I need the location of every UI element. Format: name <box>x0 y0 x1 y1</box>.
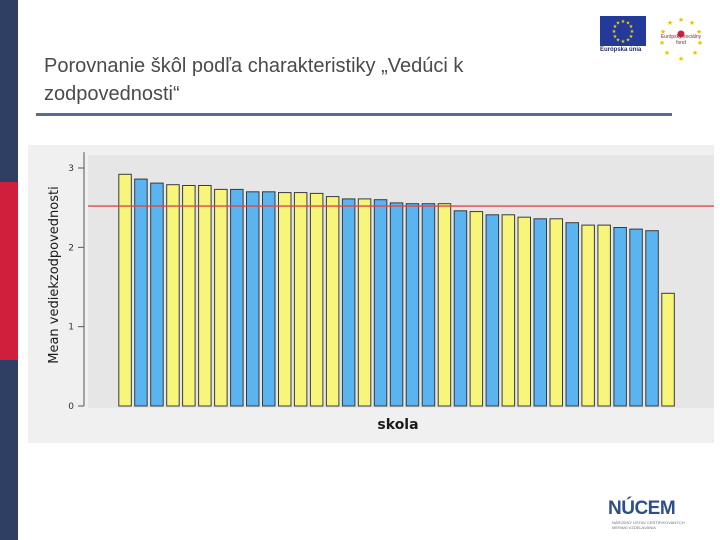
svg-text:★: ★ <box>696 28 702 36</box>
svg-text:★: ★ <box>678 55 684 63</box>
bar-31 <box>597 224 611 407</box>
chart-svg: 0 1 2 3 Mean vediekzodpovednosti skola <box>28 145 714 443</box>
bar-28 <box>549 218 563 407</box>
bar-6 <box>198 185 212 407</box>
bar-chart: 0 1 2 3 Mean vediekzodpovednosti skola <box>28 145 714 443</box>
bar-20 <box>421 203 436 407</box>
bar-13 <box>309 192 324 407</box>
bar-23 <box>469 211 484 407</box>
bar-22 <box>453 210 468 407</box>
y-axis: 0 1 2 3 <box>68 152 85 412</box>
svg-text:★: ★ <box>613 34 618 40</box>
bar-4 <box>166 184 180 407</box>
svg-text:★: ★ <box>689 19 695 27</box>
sidebar-stripe <box>0 0 18 540</box>
bar-18 <box>389 202 404 407</box>
esf-star-ring-icon: ★ ★★ ★★★ ★★★ ★ <box>659 16 703 63</box>
bar-35 <box>661 292 675 407</box>
svg-text:★: ★ <box>626 21 631 27</box>
esf-caption: Európsky sociálny fond <box>660 34 702 46</box>
y-tick-label-2: 2 <box>68 243 74 253</box>
bar-29 <box>565 222 579 407</box>
bar-5 <box>182 185 196 407</box>
eu-flag-icon: ★ ★ ★ ★ ★ ★ ★ ★ ★ ★ ★ ★ <box>600 16 646 46</box>
sidebar-navy-segment-bottom <box>0 360 18 540</box>
bar-1 <box>118 173 132 407</box>
svg-text:★: ★ <box>626 38 631 44</box>
svg-text:★: ★ <box>629 24 634 30</box>
svg-text:★: ★ <box>621 39 626 45</box>
y-axis-label: Mean vediekzodpovednosti <box>47 186 62 364</box>
bars-group <box>118 173 675 407</box>
bar-21 <box>437 203 452 407</box>
bar-12 <box>293 192 308 407</box>
svg-text:★: ★ <box>664 49 670 57</box>
bar-9 <box>246 191 260 407</box>
svg-text:★: ★ <box>678 16 684 24</box>
bar-15 <box>341 198 356 407</box>
svg-text:★: ★ <box>613 24 618 30</box>
eu-logo: ★ ★ ★ ★ ★ ★ ★ ★ ★ ★ ★ ★ Európska únia <box>600 16 646 60</box>
svg-text:★: ★ <box>616 38 621 44</box>
svg-text:★: ★ <box>660 28 666 36</box>
bar-17 <box>373 199 388 407</box>
bar-14 <box>325 196 340 407</box>
nucem-name: NÚCEM <box>608 498 676 519</box>
bar-8 <box>230 188 244 407</box>
nucem-subtitle: NÁRODNÝ ÚSTAV CERTIFIKOVANÝCH MERANÍ VZD… <box>612 520 685 530</box>
bar-26 <box>517 216 531 407</box>
bar-32 <box>613 227 627 407</box>
bar-7 <box>214 188 228 407</box>
bar-11 <box>278 192 292 407</box>
bar-10 <box>262 191 276 407</box>
bar-30 <box>581 224 595 407</box>
bar-24 <box>485 214 500 407</box>
sidebar-red-segment <box>0 182 18 360</box>
nucem-logo: NÚCEM NÁRODNÝ ÚSTAV CERTIFIKOVANÝCH MERA… <box>608 498 698 534</box>
eu-caption: Európska únia <box>600 47 642 53</box>
bar-2 <box>134 178 148 407</box>
bar-3 <box>150 182 164 407</box>
bar-19 <box>405 203 420 407</box>
eu-stars-icon: ★ ★★ ★★★ ★★★ ★★★ <box>612 19 635 45</box>
svg-text:★: ★ <box>612 29 617 35</box>
title-divider <box>36 113 672 116</box>
svg-text:★: ★ <box>659 39 665 47</box>
slide-title: Porovnanie škôl podľa charakteristiky „V… <box>44 55 464 105</box>
y-tick-label-0: 0 <box>68 402 74 412</box>
svg-text:★: ★ <box>630 29 635 35</box>
esf-logo: ★ ★ ★ ★ ★ ★ ★ ★ ★ ★ Európsky sociálny fond <box>656 14 706 64</box>
svg-text:★: ★ <box>629 34 634 40</box>
svg-text:★: ★ <box>667 19 673 27</box>
bar-34 <box>645 230 659 407</box>
svg-text:★: ★ <box>697 39 703 47</box>
svg-text:★: ★ <box>616 21 621 27</box>
svg-text:★: ★ <box>692 49 698 57</box>
sidebar-navy-segment-top <box>0 0 18 182</box>
bar-27 <box>533 218 547 407</box>
svg-text:★: ★ <box>621 19 626 25</box>
bar-33 <box>629 228 643 407</box>
y-tick-label-3: 3 <box>68 164 74 174</box>
y-tick-label-1: 1 <box>68 323 74 333</box>
x-axis-label: skola <box>377 417 418 433</box>
bar-16 <box>357 198 372 407</box>
bar-25 <box>501 214 516 407</box>
